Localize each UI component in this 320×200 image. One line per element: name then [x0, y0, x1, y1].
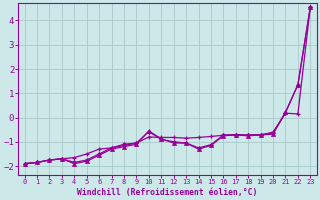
X-axis label: Windchill (Refroidissement éolien,°C): Windchill (Refroidissement éolien,°C) — [77, 188, 258, 197]
